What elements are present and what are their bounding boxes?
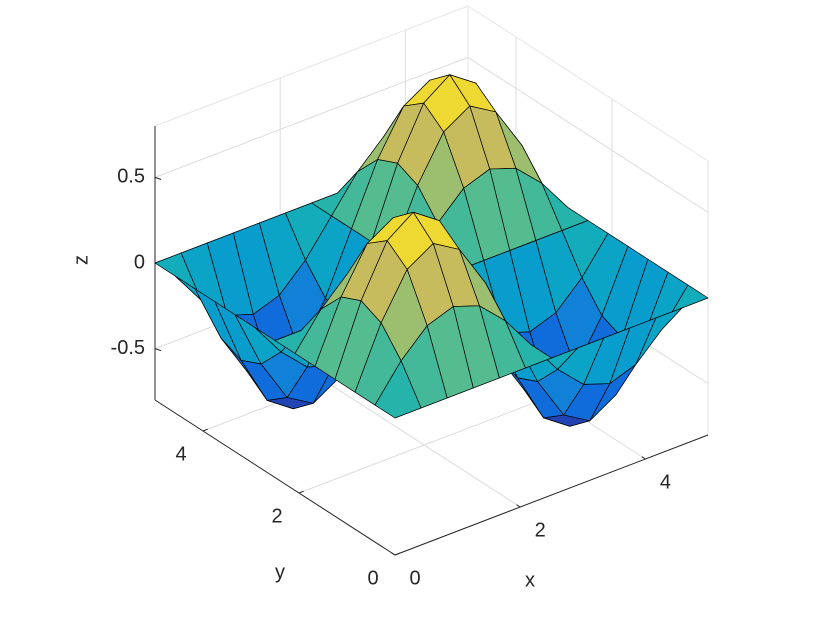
grid-line xyxy=(467,56,709,213)
x-tick xyxy=(641,456,646,460)
z-tick-label: 0 xyxy=(134,251,145,273)
x-axis xyxy=(394,434,709,556)
z-tick xyxy=(154,176,162,180)
y-tick xyxy=(394,552,400,556)
grid-line xyxy=(154,56,469,178)
z-tick-label: -0.5 xyxy=(111,337,145,359)
y-tick xyxy=(202,428,208,432)
x-tick-label: 4 xyxy=(660,471,671,493)
y-tick xyxy=(298,490,304,494)
x-tick xyxy=(391,552,396,556)
y-axis xyxy=(154,399,396,556)
y-tick-label: 0 xyxy=(367,567,378,589)
y-axis-label: y xyxy=(275,561,285,583)
x-tick-label: 2 xyxy=(535,519,546,541)
y-tick-label: 2 xyxy=(271,505,282,527)
z-tick-label: 0.5 xyxy=(117,166,145,188)
box-edge xyxy=(467,5,709,162)
x-tick-label: 0 xyxy=(409,567,420,589)
box-edge xyxy=(154,5,469,127)
x-tick xyxy=(516,504,521,508)
z-axis-label: z xyxy=(70,255,92,265)
surface-patch xyxy=(374,360,422,419)
x-axis-label: x xyxy=(525,569,535,591)
y-tick-label: 4 xyxy=(175,443,186,465)
z-tick xyxy=(154,348,162,352)
